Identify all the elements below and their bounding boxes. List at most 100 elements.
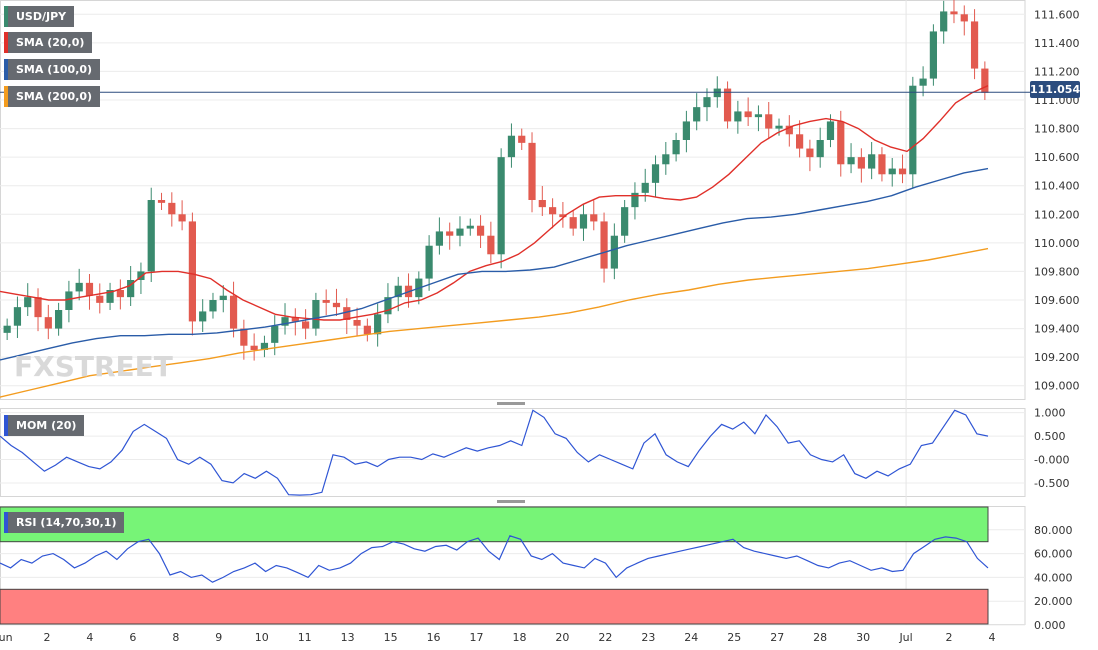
candle-body [106,290,114,303]
candle-body [312,300,320,329]
candle-body [909,85,917,175]
x-tick-label: 11 [298,631,312,644]
y-tick-label: 109.600 [1034,294,1080,307]
candle-body [662,154,670,165]
series-layer [0,0,1030,583]
y-tick-label: 20.000 [1034,595,1073,608]
candle-body [775,125,783,129]
rsi-overbought-band [0,506,989,543]
candle-body [178,214,186,222]
candle-body [847,157,855,165]
x-tick-label: 15 [384,631,398,644]
candle-body [816,140,824,158]
current-price-tag: 111.054 [1030,81,1081,98]
candle-body [549,207,557,215]
candle-body [641,182,649,193]
candle-body [734,111,742,122]
x-tick-label: 13 [341,631,355,644]
x-tick-label: 8 [172,631,179,644]
candle-body [353,320,361,326]
candle-body [744,111,752,118]
candle-body [456,228,464,236]
legend-usdjpy[interactable]: USD/JPY [4,6,75,27]
y-tick-label: 110.600 [1034,151,1080,164]
candle-body [960,14,968,22]
candle-body [55,310,63,329]
candle-body [754,114,763,118]
candle-body [332,302,341,308]
sma200-line [0,247,989,398]
candle-body [682,121,690,140]
candle-body [384,297,392,315]
y-tick-label: 0.000 [1034,619,1066,632]
x-tick-label: Jun [0,631,13,644]
rsi-oversold-band [0,588,989,625]
candle-body [970,21,979,69]
candle-body [806,148,814,158]
candle-body [528,142,536,200]
candle-body [302,321,310,329]
candle-body [929,31,937,79]
candle-body [868,154,876,169]
x-tick-label: 23 [641,631,655,644]
candle-body [260,342,269,350]
x-tick-label: 4 [86,631,93,644]
axes-layer: 111.600 111.400 111.200 11 1.000 110.800 110.6… [0,8,1080,644]
x-tick-label: 10 [255,631,269,644]
legend-rsi[interactable]: RSI (14,70,30,1) [4,512,125,533]
candle-body [600,221,608,269]
y-tick-label: -0.500 [1034,477,1069,490]
panel-frame [0,0,1026,400]
candle-body [497,157,505,255]
x-tick-label: Jul [898,631,912,644]
x-tick-label: 30 [856,631,870,644]
y-tick-label: 111.600 [1034,8,1080,21]
x-tick-label: 22 [598,631,612,644]
y-tick-label: 110.800 [1034,123,1080,136]
candle-body [250,345,258,350]
candle-body [559,214,567,218]
legend-mom[interactable]: MOM (20) [4,415,85,436]
y-tick-label: -0.000 [1034,454,1069,467]
candle-body [137,271,145,280]
candle-body [713,88,721,98]
legend-sma200[interactable]: SMA (200,0) [4,86,101,107]
candle-body [857,157,865,169]
candle-body [96,295,104,303]
y-tick-label: 110.000 [1034,237,1080,250]
sma100-line [0,167,989,361]
rsi-line [0,535,989,583]
candle-body [343,307,351,320]
x-tick-label: 17 [470,631,484,644]
y-tick-label: 109.400 [1034,323,1080,336]
candle-body [3,325,11,333]
y-tick-label: 1.000 [1034,407,1066,420]
candle-body [796,134,804,149]
sma20-line [0,85,989,321]
legend-sma20[interactable]: SMA (20,0) [4,32,93,53]
legend-sma100[interactable]: SMA (100,0) [4,59,101,80]
candle-body [147,200,155,272]
candle-body [837,121,845,165]
candle-body [898,168,907,175]
candle-body [240,328,248,346]
y-tick-label: 110.400 [1034,180,1080,193]
candle-body [590,214,598,222]
candle-body [446,231,454,236]
candle-body [34,297,42,318]
candle-body [168,202,176,215]
candle-body [476,225,485,236]
mom-line [0,409,989,496]
candle-body [631,192,639,208]
candle-body [322,300,330,303]
candle-body [466,225,474,229]
candle-body [65,291,73,310]
candle-body [188,221,196,322]
candle-body [75,282,83,292]
candle-body [621,207,629,236]
y-tick-label: 109.800 [1034,265,1080,278]
candle-body [569,217,577,229]
x-tick-label: 2 [946,631,953,644]
x-tick-label: 2 [43,631,50,644]
